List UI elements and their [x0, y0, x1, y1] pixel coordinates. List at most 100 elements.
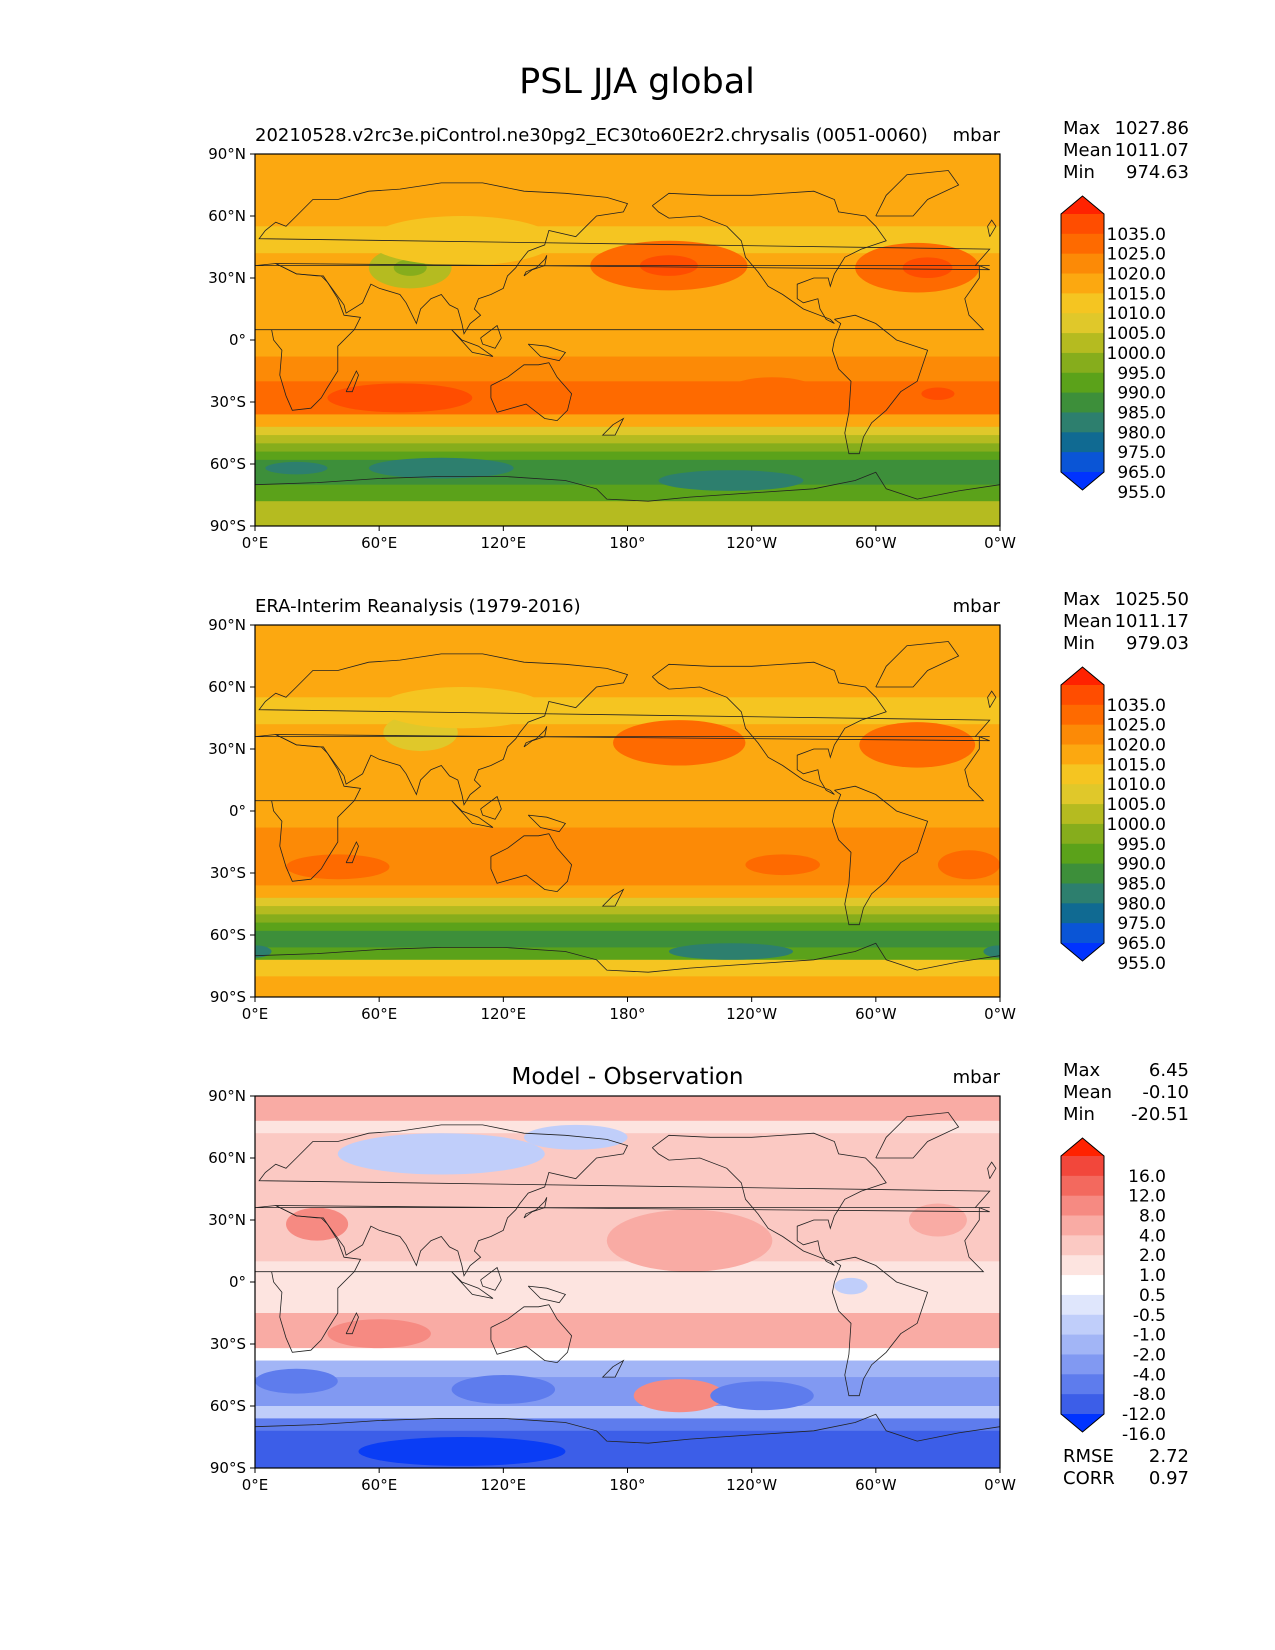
- coastline: [523, 726, 548, 748]
- stat-label: Min: [1063, 162, 1095, 183]
- x-tick-label: 0°W: [984, 1005, 1016, 1023]
- field-feature: [265, 461, 328, 475]
- colorbar-swatch: [1061, 804, 1104, 825]
- field-band: [255, 976, 1000, 997]
- field-band: [255, 922, 1000, 932]
- x-tick-label: 120°W: [726, 534, 777, 552]
- field-feature: [368, 216, 556, 266]
- coastline: [601, 1359, 625, 1378]
- coastline: [652, 190, 887, 324]
- colorbar-swatch: [1061, 823, 1104, 845]
- field-feature: [286, 854, 390, 880]
- field-feature: [379, 687, 545, 729]
- field-feature: [745, 854, 820, 876]
- colorbar-swatch: [1061, 293, 1104, 314]
- field-band: [255, 1377, 1000, 1407]
- coastline: [451, 1271, 494, 1299]
- colorbar-tick-label: 1015.0: [1107, 284, 1166, 304]
- coastline: [987, 1161, 997, 1179]
- colorbar-tick-label: 995.0: [1117, 835, 1166, 855]
- coastline: [255, 471, 1000, 502]
- colorbar-tick-label: 8.0: [1139, 1207, 1166, 1227]
- stat-label: Min: [1063, 1104, 1095, 1125]
- field-band: [255, 443, 1000, 453]
- panel-units: mbar: [953, 596, 1001, 617]
- colorbar-swatch: [1061, 352, 1104, 374]
- field-feature: [89, 1278, 122, 1295]
- colorbar-tick-label: -0.5: [1133, 1306, 1166, 1326]
- coastline: [255, 653, 991, 806]
- coastline: [255, 734, 990, 882]
- field-band: [255, 484, 1000, 502]
- colorbar-swatch: [1061, 1156, 1104, 1177]
- colorbar-tick-label: 990.0: [1117, 384, 1166, 404]
- panel-left-title: ERA-Interim Reanalysis (1979-2016): [255, 596, 581, 617]
- field-feature: [0, 241, 3, 291]
- x-tick-label: 60°W: [855, 1476, 897, 1494]
- y-tick-label: 60°N: [208, 207, 246, 225]
- coastline: [831, 1256, 929, 1397]
- stat-value: 6.45: [1149, 1060, 1189, 1081]
- coastline: [255, 263, 990, 411]
- stat-value: 1025.50: [1115, 589, 1189, 610]
- coastlines: [255, 641, 1000, 973]
- colorbar-swatch: [1061, 843, 1104, 865]
- y-tick-label: 60°N: [208, 1149, 246, 1167]
- colorbar-tick-label: 1020.0: [1107, 736, 1166, 756]
- coastline: [527, 343, 567, 362]
- panel-units: mbar: [953, 125, 1001, 146]
- x-tick-label: 180°: [609, 534, 645, 552]
- colorbar-tick-label: 985.0: [1117, 874, 1166, 894]
- stat-label: Min: [1063, 633, 1095, 654]
- stat-label: Max: [1063, 1060, 1101, 1081]
- colorbar-swatch: [1061, 1215, 1104, 1236]
- colorbar-tick-label: 1025.0: [1107, 245, 1166, 265]
- field-feature: [358, 1437, 566, 1466]
- colorbar-swatch: [1061, 392, 1104, 413]
- coastline: [987, 219, 997, 237]
- coastline: [490, 833, 573, 893]
- colorbar-tick-label: 1020.0: [1107, 265, 1166, 285]
- field-feature: [0, 377, 73, 406]
- colorbar-swatch: [1061, 1195, 1104, 1216]
- x-tick-label: 60°E: [361, 1005, 397, 1023]
- colorbar-tick-label: 995.0: [1117, 364, 1166, 384]
- field-feature: [908, 1203, 967, 1237]
- colorbar-extend-max: [1061, 1138, 1104, 1156]
- colorbar-outline: [1060, 1137, 1105, 1433]
- colorbar-swatch: [1061, 452, 1104, 473]
- field-feature: [393, 259, 427, 276]
- field-feature: [937, 850, 1000, 880]
- colorbar-tick-label: 980.0: [1117, 423, 1166, 443]
- field-feature: [606, 1209, 773, 1272]
- colorbar-swatch: [1061, 764, 1104, 785]
- coastline: [523, 1197, 548, 1219]
- coastline: [652, 1132, 887, 1266]
- colorbar-swatch: [1061, 1314, 1104, 1336]
- y-tick-label: 60°S: [210, 1397, 246, 1415]
- colorbar-extend-min: [1061, 943, 1104, 961]
- field-feature: [710, 1381, 814, 1411]
- colorbar-swatch: [1061, 1354, 1104, 1375]
- field-band: [255, 885, 1000, 899]
- colorbar-tick-label: 975.0: [1117, 914, 1166, 934]
- colorbar-swatch: [1061, 1175, 1104, 1197]
- field-feature: [255, 1368, 338, 1394]
- field-feature: [0, 854, 75, 875]
- stat-value: 1011.17: [1115, 611, 1189, 632]
- field-feature: [337, 1133, 545, 1175]
- colorbar-swatch: [1061, 1275, 1104, 1296]
- field-feature: [668, 943, 794, 960]
- coastline: [451, 800, 494, 828]
- y-tick-label: 0°: [229, 331, 246, 349]
- coastline: [831, 314, 929, 455]
- coastline: [345, 1312, 359, 1335]
- colorbar-swatch: [1061, 863, 1104, 884]
- y-tick-label: 0°: [229, 1273, 246, 1291]
- colorbar-swatch: [1061, 704, 1104, 726]
- x-tick-label: 180°: [609, 1005, 645, 1023]
- y-tick-label: 30°N: [208, 740, 246, 758]
- colorbar-swatch: [1061, 724, 1104, 745]
- colorbar-tick-label: -16.0: [1122, 1425, 1166, 1445]
